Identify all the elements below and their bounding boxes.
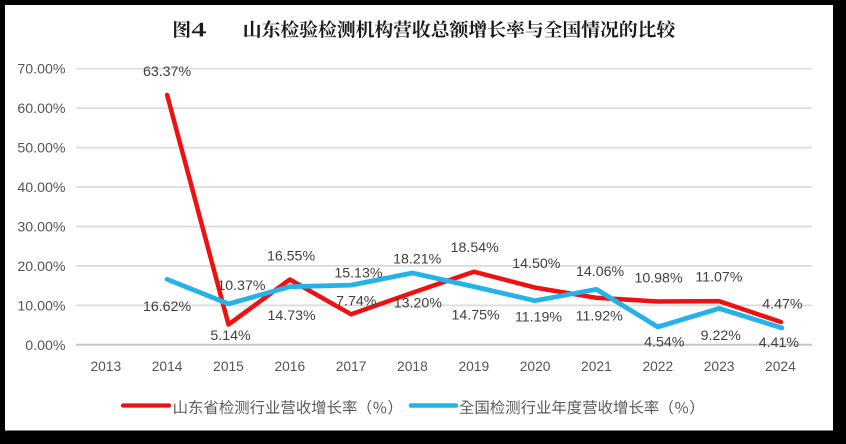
svg-text:2021: 2021 [581, 359, 612, 374]
svg-text:11.92%: 11.92% [576, 309, 623, 325]
svg-text:16.55%: 16.55% [267, 248, 316, 264]
svg-text:30.00%: 30.00% [17, 220, 66, 236]
svg-text:70.00%: 70.00% [17, 62, 66, 78]
svg-text:13.20%: 13.20% [394, 295, 443, 311]
svg-text:16.62%: 16.62% [143, 299, 192, 315]
svg-text:10.00%: 10.00% [17, 298, 66, 314]
svg-text:14.50%: 14.50% [512, 256, 561, 272]
svg-text:2023: 2023 [704, 359, 735, 374]
svg-text:0.00%: 0.00% [25, 338, 66, 354]
svg-text:2024: 2024 [765, 359, 796, 374]
svg-text:50.00%: 50.00% [17, 141, 66, 157]
svg-text:2017: 2017 [336, 359, 367, 374]
svg-text:14.06%: 14.06% [576, 264, 625, 280]
svg-text:2015: 2015 [213, 359, 244, 374]
svg-text:2022: 2022 [642, 359, 673, 374]
svg-text:15.13%: 15.13% [334, 266, 383, 282]
svg-text:18.21%: 18.21% [393, 252, 442, 268]
svg-text:11.19%: 11.19% [515, 310, 562, 326]
svg-text:63.37%: 63.37% [143, 64, 192, 80]
svg-text:2018: 2018 [397, 359, 428, 374]
svg-text:11.07%: 11.07% [695, 270, 742, 286]
svg-text:18.54%: 18.54% [451, 240, 500, 256]
svg-text:9.22%: 9.22% [701, 328, 742, 344]
svg-text:2016: 2016 [274, 359, 305, 374]
svg-text:20.00%: 20.00% [17, 259, 66, 275]
svg-text:14.75%: 14.75% [452, 307, 501, 323]
svg-text:2014: 2014 [152, 359, 183, 374]
svg-text:40.00%: 40.00% [17, 180, 66, 196]
svg-text:4.47%: 4.47% [762, 297, 803, 313]
svg-text:60.00%: 60.00% [17, 101, 66, 117]
svg-text:4.41%: 4.41% [759, 335, 800, 351]
svg-text:5.14%: 5.14% [210, 328, 251, 344]
svg-text:10.37%: 10.37% [217, 278, 266, 294]
svg-text:2020: 2020 [520, 359, 551, 374]
svg-text:7.74%: 7.74% [336, 294, 377, 310]
svg-text:2019: 2019 [458, 359, 489, 374]
svg-text:4.54%: 4.54% [644, 335, 685, 351]
svg-text:10.98%: 10.98% [634, 270, 683, 286]
svg-text:2013: 2013 [90, 359, 121, 374]
svg-text:14.73%: 14.73% [268, 308, 317, 324]
